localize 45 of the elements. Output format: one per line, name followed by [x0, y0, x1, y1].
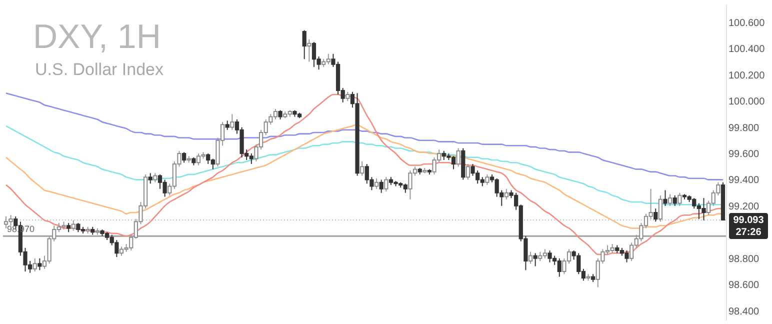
candlestick: [302, 30, 306, 60]
chart-title: DXY, 1H: [33, 18, 161, 56]
text: U.S. Dollar Index: [35, 60, 164, 79]
candlestick: [278, 110, 282, 120]
candlestick: [346, 91, 350, 102]
candlestick: [456, 148, 460, 168]
candlestick: [528, 251, 533, 264]
ref-line-label: 99.093: [733, 214, 764, 226]
y-tick-label: 99.200: [728, 201, 760, 212]
candlestick: [153, 172, 158, 183]
candlestick: [32, 258, 37, 272]
candlestick: [182, 152, 186, 164]
candlestick: [466, 163, 470, 180]
y-tick-label: 100.400: [728, 44, 766, 56]
y-tick-label: 100.200: [728, 70, 766, 82]
candlestick: [668, 194, 672, 206]
line-series: [5, 92, 724, 180]
candlestick: [66, 222, 71, 233]
candlestick: [307, 38, 312, 62]
candlestick: [379, 179, 384, 194]
y-tick-label: 98.400: [728, 306, 760, 318]
y-tick-label: 98.800: [728, 254, 760, 265]
candlestick: [485, 174, 490, 186]
y-tick-label: 99.800: [728, 122, 760, 134]
candlestick: [71, 220, 76, 232]
candlestick: [533, 252, 538, 267]
text: 27:26: [736, 226, 762, 238]
candlestick: [654, 208, 658, 222]
candlestick: [38, 258, 42, 271]
candlestick: [384, 176, 388, 192]
candlestick: [225, 120, 230, 130]
candlestick: [658, 194, 662, 222]
y-tick-label: 98.600: [728, 280, 760, 292]
candlestick: [672, 194, 677, 206]
y-tick-label: 100.000: [728, 96, 766, 108]
y-tick-label: 99.400: [728, 175, 760, 186]
y-tick-label: 100.600: [728, 18, 766, 29]
candlestick: [504, 188, 509, 200]
candlestick: [663, 190, 668, 206]
candlestick: [148, 172, 152, 184]
y-tick-label: 99.600: [728, 148, 760, 160]
candlestick: [360, 160, 364, 176]
candlestick: [678, 192, 682, 206]
candlestick: [230, 114, 234, 130]
candlestick: [374, 178, 379, 190]
